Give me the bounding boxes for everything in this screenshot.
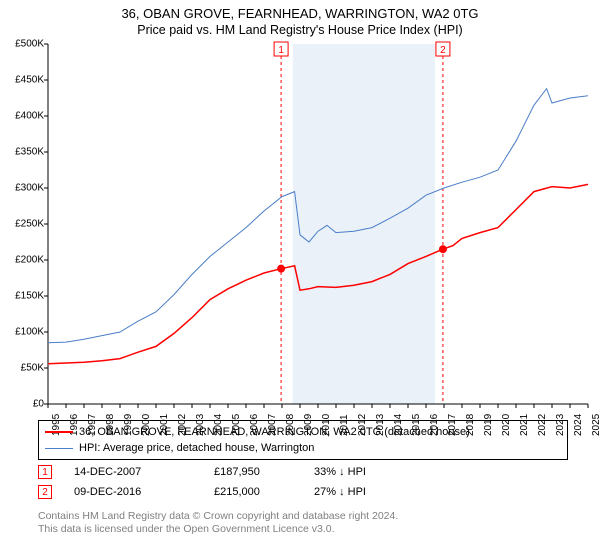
legend-swatch-hpi bbox=[45, 448, 73, 449]
footer-line-1: Contains HM Land Registry data © Crown c… bbox=[38, 510, 398, 523]
chart-area: £0£50K£100K£150K£200K£250K£300K£350K£400… bbox=[48, 44, 588, 404]
marker-number-1-icon: 1 bbox=[38, 465, 52, 479]
footer: Contains HM Land Registry data © Crown c… bbox=[38, 510, 398, 536]
chart-subtitle: Price paid vs. HM Land Registry's House … bbox=[0, 23, 600, 37]
y-tick-label: £400K bbox=[0, 111, 44, 122]
y-tick-label: £0 bbox=[0, 399, 44, 410]
legend-row-property: 36, OBAN GROVE, FEARNHEAD, WARRINGTON, W… bbox=[45, 424, 561, 440]
y-tick-label: £250K bbox=[0, 219, 44, 230]
legend-label-property: 36, OBAN GROVE, FEARNHEAD, WARRINGTON, W… bbox=[79, 424, 470, 440]
marker-price-1: £187,950 bbox=[214, 466, 314, 478]
y-tick-label: £500K bbox=[0, 39, 44, 50]
legend-label-hpi: HPI: Average price, detached house, Warr… bbox=[79, 440, 314, 456]
title-block: 36, OBAN GROVE, FEARNHEAD, WARRINGTON, W… bbox=[0, 0, 600, 37]
marker-date-2: 09-DEC-2016 bbox=[74, 486, 214, 498]
y-tick-label: £450K bbox=[0, 75, 44, 86]
figure-container: 36, OBAN GROVE, FEARNHEAD, WARRINGTON, W… bbox=[0, 0, 600, 560]
footer-line-2: This data is licensed under the Open Gov… bbox=[38, 523, 398, 536]
x-tick-label: 2024 bbox=[573, 414, 584, 436]
marker-pct-2: 27% ↓ HPI bbox=[314, 486, 434, 498]
marker-table: 1 14-DEC-2007 £187,950 33% ↓ HPI 2 09-DE… bbox=[38, 462, 434, 502]
marker-price-2: £215,000 bbox=[214, 486, 314, 498]
chart-title: 36, OBAN GROVE, FEARNHEAD, WARRINGTON, W… bbox=[0, 6, 600, 21]
y-tick-label: £350K bbox=[0, 147, 44, 158]
y-tick-label: £200K bbox=[0, 255, 44, 266]
x-tick-label: 2025 bbox=[591, 414, 600, 436]
y-tick-label: £300K bbox=[0, 183, 44, 194]
svg-text:1: 1 bbox=[278, 45, 284, 56]
marker-row-2: 2 09-DEC-2016 £215,000 27% ↓ HPI bbox=[38, 482, 434, 502]
marker-number-2-icon: 2 bbox=[38, 485, 52, 499]
legend-box: 36, OBAN GROVE, FEARNHEAD, WARRINGTON, W… bbox=[38, 420, 568, 460]
y-tick-label: £100K bbox=[0, 327, 44, 338]
marker-date-1: 14-DEC-2007 bbox=[74, 466, 214, 478]
svg-text:2: 2 bbox=[440, 45, 446, 56]
legend-swatch-property bbox=[45, 431, 73, 433]
marker-row-1: 1 14-DEC-2007 £187,950 33% ↓ HPI bbox=[38, 462, 434, 482]
y-tick-label: £50K bbox=[0, 363, 44, 374]
y-tick-label: £150K bbox=[0, 291, 44, 302]
plot-svg: 12 bbox=[48, 44, 588, 404]
legend-row-hpi: HPI: Average price, detached house, Warr… bbox=[45, 440, 561, 456]
marker-pct-1: 33% ↓ HPI bbox=[314, 466, 434, 478]
